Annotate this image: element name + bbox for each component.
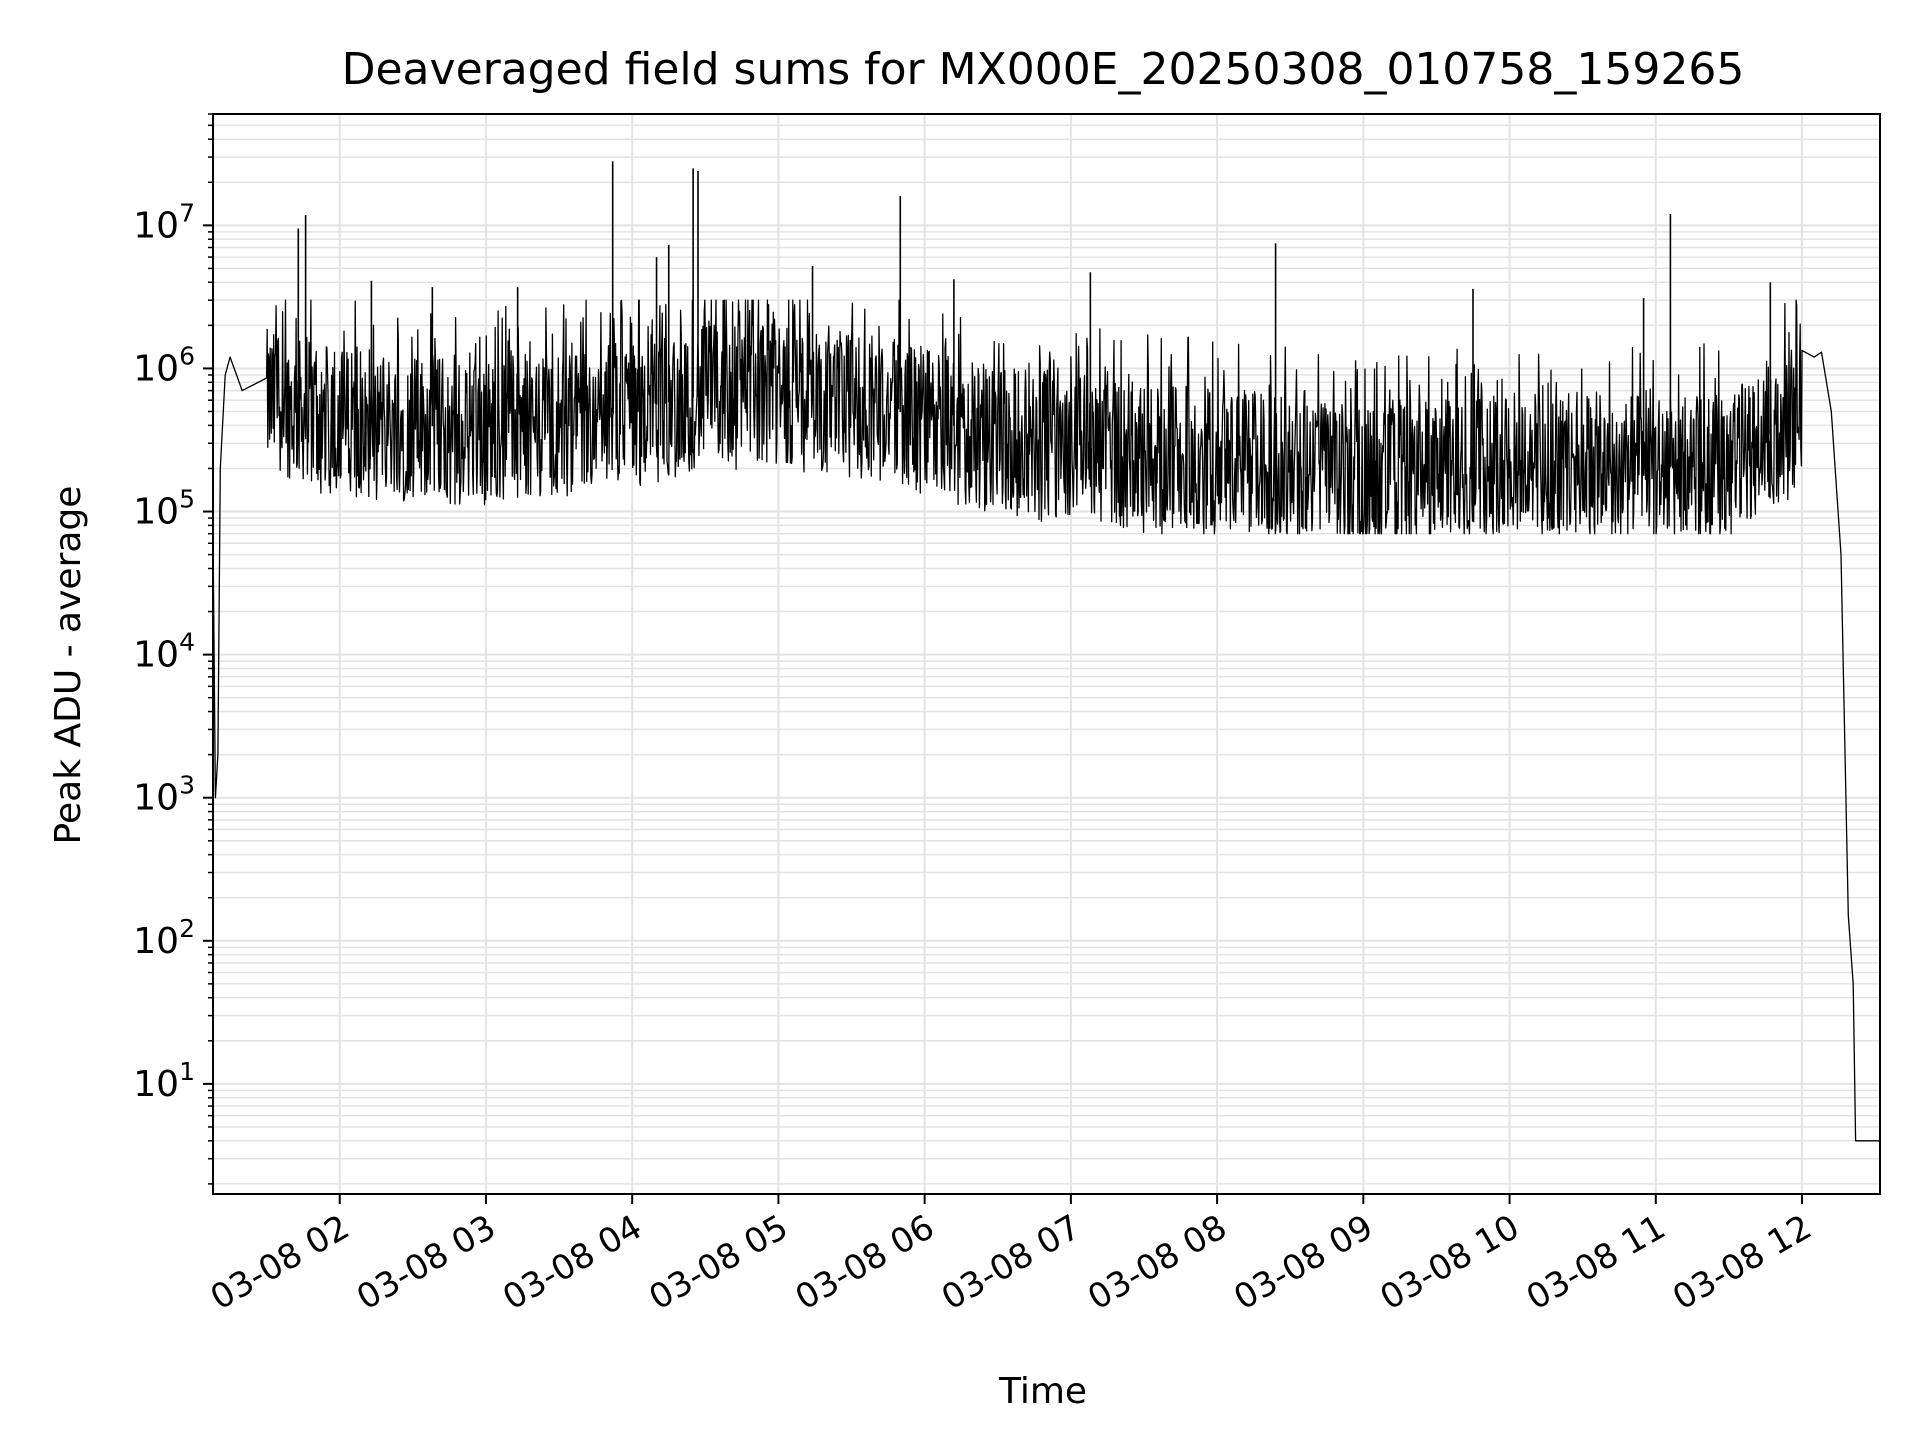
chart-title: Deaveraged field sums for MX000E_2025030… (342, 44, 1745, 95)
y-tick-label: 106 (133, 341, 195, 389)
y-axis-label: Peak ADU - average (48, 486, 89, 845)
y-tick-label: 102 (133, 914, 195, 962)
y-tick-label: 105 (133, 485, 195, 533)
y-tick-label: 103 (133, 771, 195, 819)
y-tick-label: 104 (133, 628, 195, 676)
y-tick-label: 107 (133, 198, 195, 246)
series-group (212, 161, 1880, 1194)
y-axis: 101 102 103 104 105 106 107 (133, 113, 213, 1185)
grid-lines (213, 113, 1880, 1194)
y-tick-label: 101 (133, 1057, 195, 1105)
series-line (212, 299, 1880, 1194)
x-axis-label: Time (998, 1371, 1087, 1412)
